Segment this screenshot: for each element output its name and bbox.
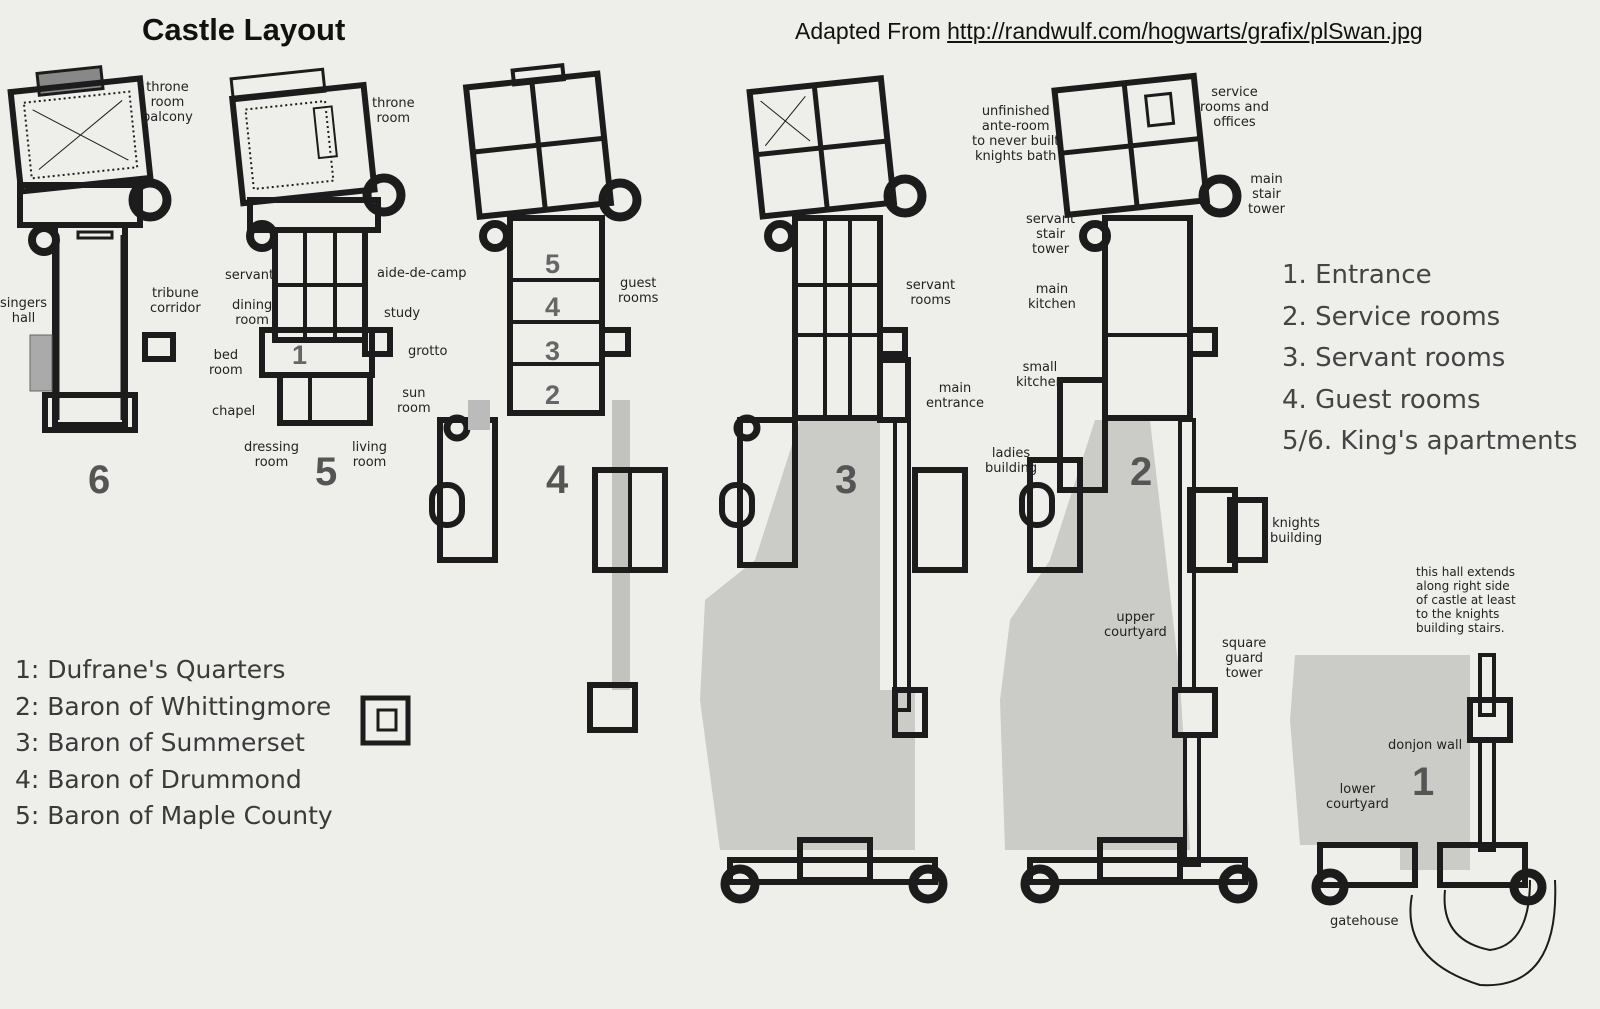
legend-occupant-item: 2: Baron of Whittingmore (15, 691, 332, 721)
plan-stage-3 (700, 75, 968, 904)
label-study: study (384, 306, 421, 321)
stage-number-3: 3 (835, 458, 858, 502)
plan-stage-2 (1000, 72, 1268, 904)
legend-room-type-item: 3. Servant rooms (1282, 343, 1506, 373)
label-tribune-corridor: tribune corridor (150, 286, 201, 316)
stage-number-4: 4 (546, 458, 569, 502)
legend-room-types: 1. Entrance 2. Service rooms 3. Servant … (1282, 255, 1577, 463)
label-servant-stair-tower: servant stair tower (1026, 212, 1076, 257)
label-knights-building: knights building (1270, 516, 1323, 546)
label-donjon-wall: donjon wall (1388, 738, 1463, 753)
legend-occupant-item: 5: Baron of Maple County (15, 801, 333, 830)
label-square-guard-tower: square guard tower (1222, 636, 1267, 681)
room-number-3: 3 (545, 336, 561, 366)
room-number-2: 2 (545, 380, 561, 410)
room-number-1: 1 (292, 340, 308, 370)
stage-number-2: 2 (1130, 450, 1153, 494)
legend-room-type-item: 1. Entrance (1282, 260, 1432, 290)
source-credit: Adapted From http://randwulf.com/hogwart… (795, 18, 1423, 45)
label-service-rooms-offices: service rooms and offices (1200, 85, 1269, 130)
legend-occupants: 1: Dufrane's Quarters 2: Baron of Whitti… (15, 652, 333, 835)
legend-room-type-item: 4. Guest rooms (1282, 384, 1481, 415)
label-ladies-building: ladies building (985, 446, 1038, 476)
label-living-room: living room (352, 440, 388, 470)
label-servant-rooms: servant rooms (906, 278, 956, 308)
label-grotto: grotto (408, 344, 448, 359)
source-link[interactable]: http://randwulf.com/hogwarts/grafix/plSw… (947, 18, 1423, 44)
label-throne-room-balcony: throne room balcony (142, 80, 193, 125)
label-chapel: chapel (212, 404, 256, 419)
label-bed-room: bed room (209, 348, 243, 378)
label-dressing-room: dressing room (244, 440, 299, 470)
room-number-4: 4 (545, 292, 561, 322)
label-main-stair-tower: main stair tower (1248, 172, 1286, 217)
label-servant: servant (225, 268, 275, 283)
stage-number-1: 1 (1412, 760, 1435, 804)
label-upper-courtyard: upper courtyard (1104, 610, 1167, 640)
label-gatehouse: gatehouse (1330, 914, 1399, 929)
legend-occupant-item: 4: Baron of Drummond (15, 764, 302, 794)
plan-stage-5 (228, 67, 406, 426)
label-small-kitchen: small kitchen (1016, 360, 1064, 390)
legend-occupant-item: 3: Baron of Summerset (15, 728, 305, 757)
room-number-5: 5 (545, 249, 561, 279)
stage-number-6: 6 (88, 458, 111, 502)
label-unfinished-ante-room: unfinished ante-room to never built knig… (972, 104, 1060, 164)
label-throne-room: throne room (372, 96, 415, 126)
label-guest-rooms: guest rooms (618, 276, 659, 306)
legend-occupant-item: 1: Dufrane's Quarters (15, 655, 286, 684)
label-sun-room: sun room (397, 386, 431, 416)
label-hall-note: this hall extends along right side of ca… (1416, 565, 1516, 635)
legend-room-type-item: 2. Service rooms (1282, 301, 1501, 332)
label-main-entrance: main entrance (926, 381, 985, 411)
label-lower-courtyard: lower courtyard (1326, 782, 1389, 812)
label-main-kitchen: main kitchen (1028, 282, 1076, 312)
label-singers-hall: singers hall (0, 296, 47, 326)
plan-stage-1 (1290, 653, 1557, 987)
legend-icon-building (360, 695, 411, 746)
legend-room-type-item: 5/6. King's apartments (1282, 426, 1578, 456)
page-title: Castle Layout (142, 12, 346, 47)
plan-stage-6 (7, 65, 176, 433)
label-dining-room: dining room (232, 298, 273, 328)
label-aide-de-camp: aide-de-camp (377, 266, 467, 281)
stage-number-5: 5 (315, 450, 338, 494)
source-prefix: Adapted From (795, 18, 948, 44)
plan-stage-4 (429, 63, 668, 733)
